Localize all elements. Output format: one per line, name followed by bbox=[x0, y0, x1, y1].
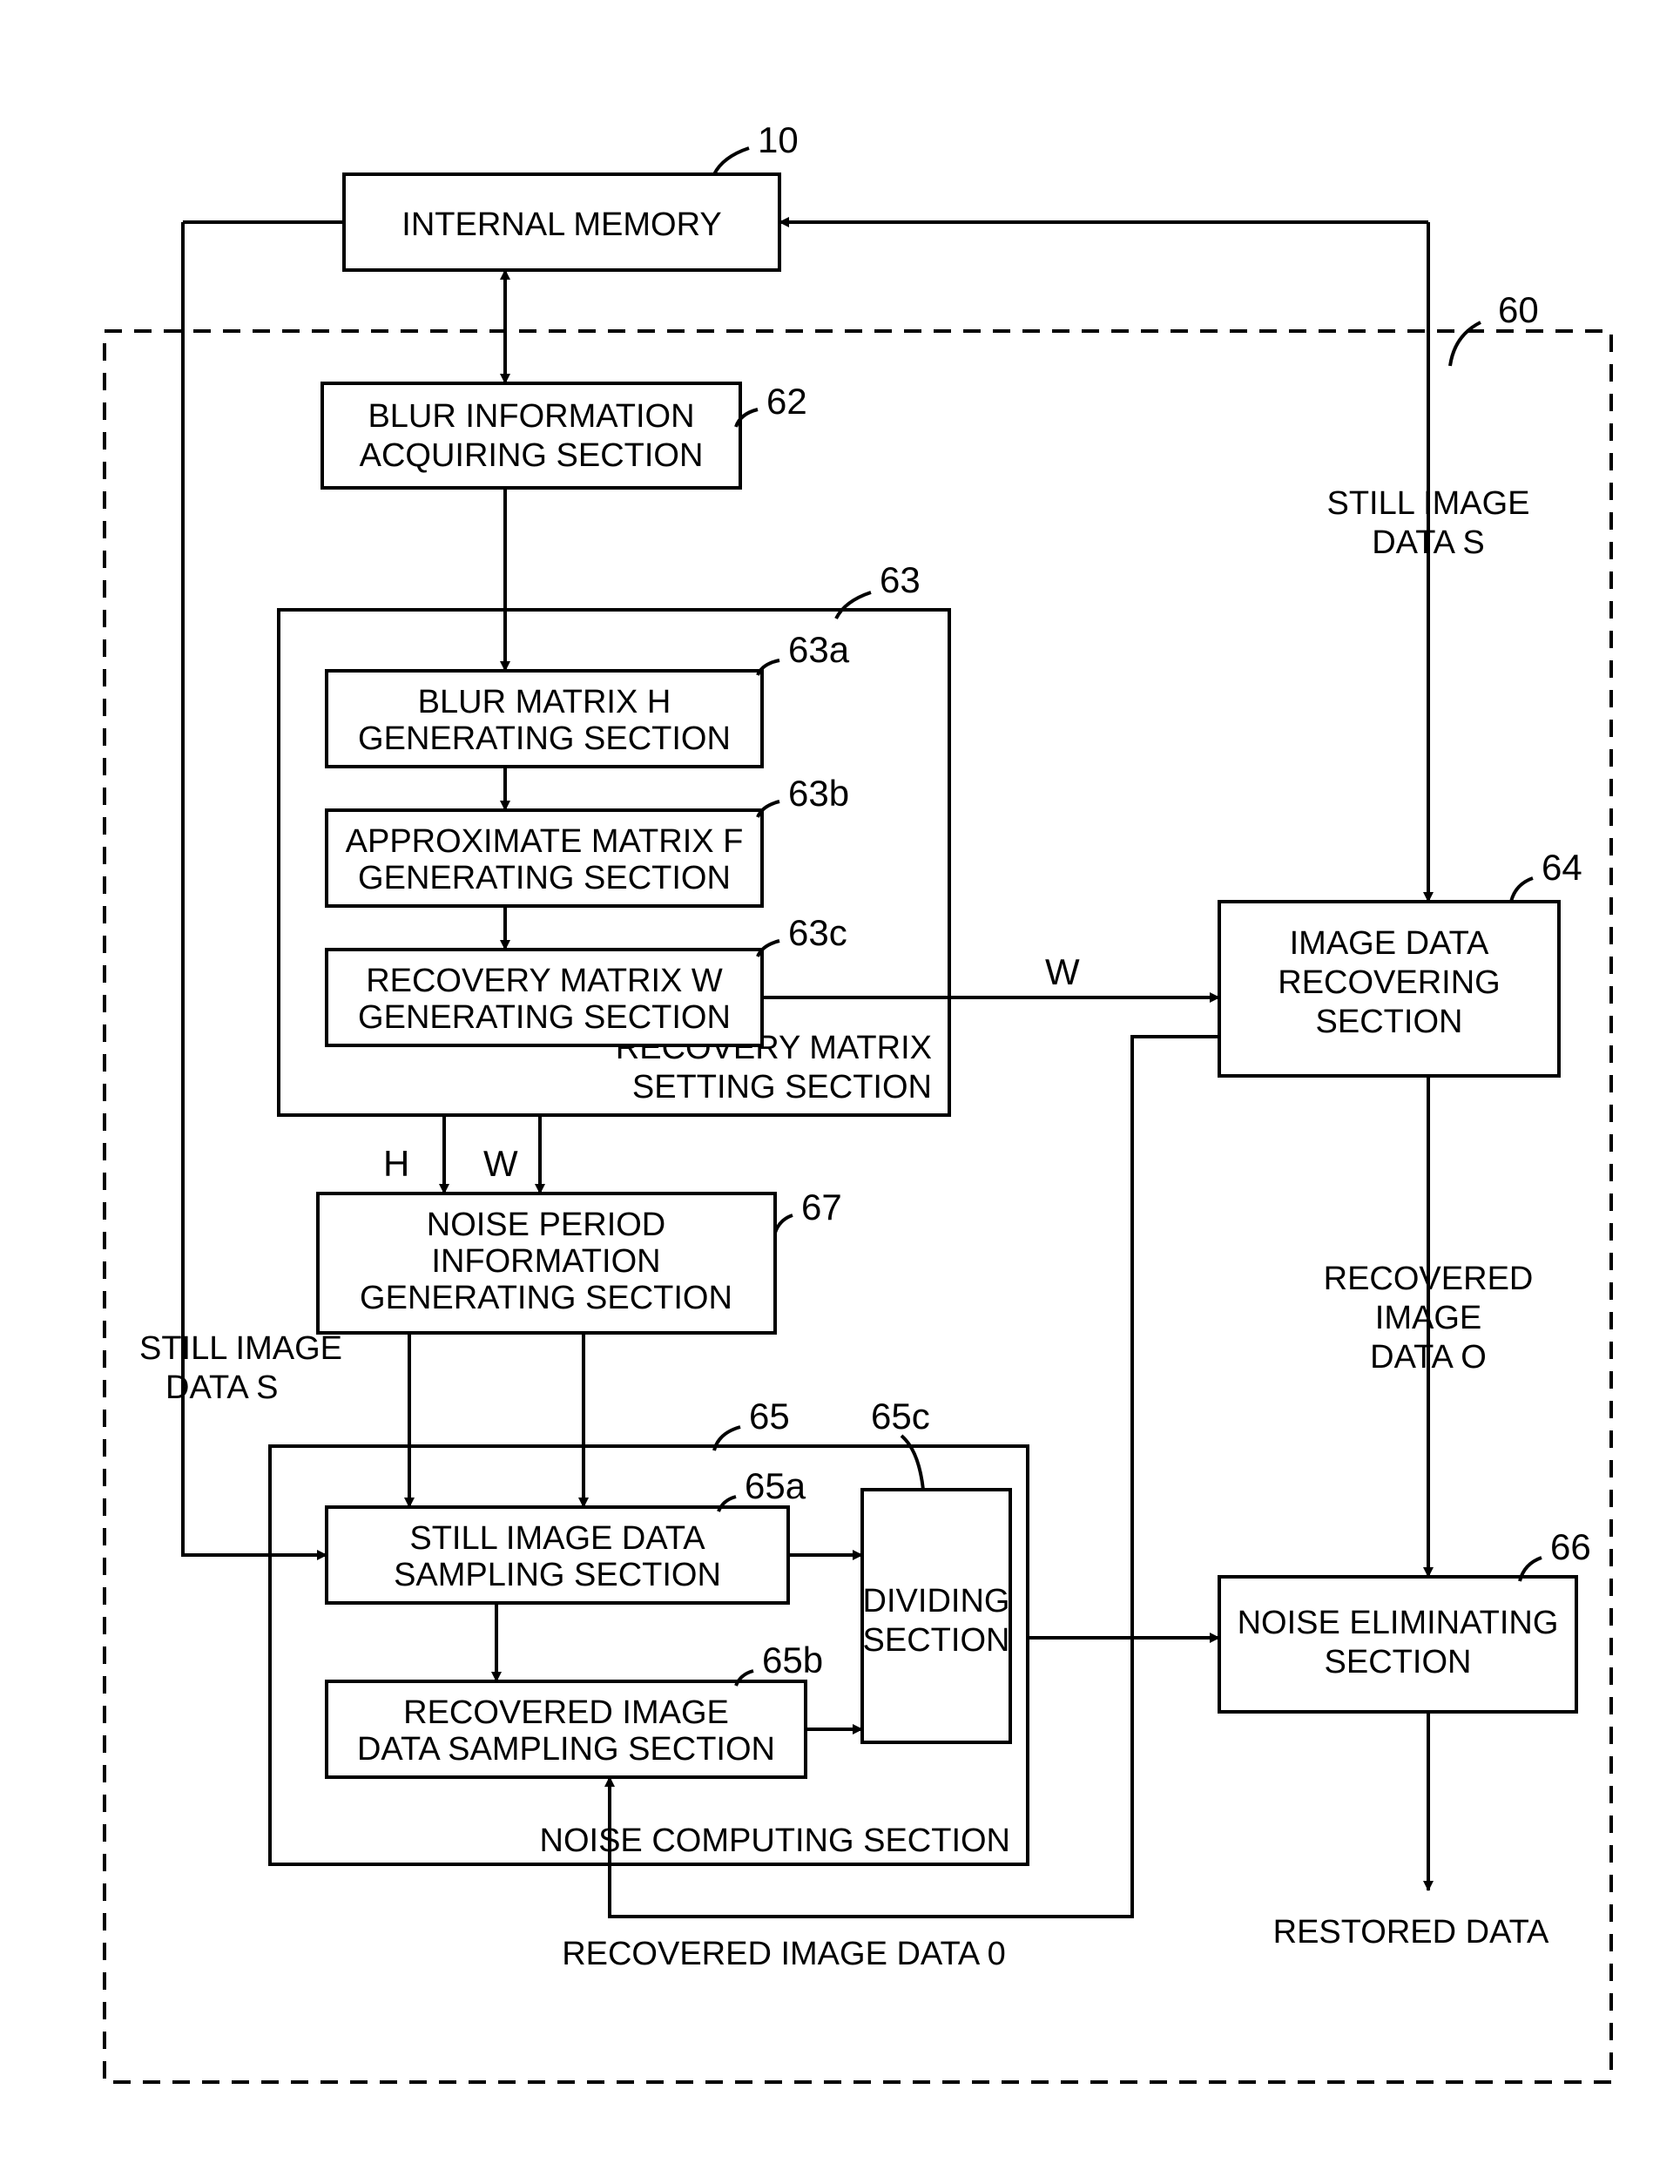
still-s-l2: DATA S bbox=[1372, 524, 1485, 561]
leader-63 bbox=[836, 592, 871, 619]
recovery-container-l2: SETTING SECTION bbox=[632, 1069, 932, 1106]
num-10: 10 bbox=[758, 119, 799, 160]
restored-label: RESTORED DATA bbox=[1273, 1914, 1549, 1951]
image-recovering-l3: SECTION bbox=[1316, 1004, 1463, 1040]
recovered-sampling-l1: RECOVERED IMAGE bbox=[403, 1694, 729, 1731]
noise-period-l3: GENERATING SECTION bbox=[360, 1280, 732, 1316]
internal-memory-label: INTERNAL MEMORY bbox=[401, 206, 721, 243]
line-rec-branch bbox=[1132, 1037, 1219, 1133]
dividing-l2: SECTION bbox=[863, 1622, 1010, 1659]
num-63b: 63b bbox=[788, 773, 849, 814]
num-65a: 65a bbox=[745, 1465, 806, 1506]
edge-W-down: W bbox=[483, 1143, 518, 1184]
rec-o-l2: IMAGE bbox=[1375, 1300, 1481, 1336]
num-64: 64 bbox=[1542, 847, 1582, 888]
rec-o-l3: DATA O bbox=[1370, 1339, 1487, 1376]
still-left-l1: STILL IMAGE bbox=[139, 1330, 342, 1367]
num-66: 66 bbox=[1550, 1526, 1591, 1567]
num-62: 62 bbox=[766, 381, 807, 422]
num-65b: 65b bbox=[762, 1640, 823, 1680]
noise-elim-l1: NOISE ELIMINATING bbox=[1238, 1605, 1559, 1641]
noise-period-l2: INFORMATION bbox=[431, 1243, 660, 1280]
blurinfo-l1: BLUR INFORMATION bbox=[368, 398, 694, 435]
dividing-l1: DIVIDING bbox=[863, 1583, 1010, 1619]
edge-W: W bbox=[1045, 951, 1080, 992]
num-63c: 63c bbox=[788, 912, 847, 953]
still-sampling-l2: SAMPLING SECTION bbox=[394, 1557, 721, 1593]
image-recovering-l2: RECOVERING bbox=[1278, 964, 1500, 1001]
leader-67 bbox=[775, 1215, 793, 1233]
still-s-l1: STILL IMAGE bbox=[1327, 485, 1530, 522]
num-63: 63 bbox=[880, 559, 921, 600]
diagram-canvas: 60 INTERNAL MEMORY 10 BLUR INFORMATION A… bbox=[0, 0, 1680, 2184]
leader-64 bbox=[1511, 878, 1533, 902]
num-60: 60 bbox=[1498, 289, 1539, 330]
matrix-w-l2: GENERATING SECTION bbox=[358, 999, 731, 1036]
noise-period-l1: NOISE PERIOD bbox=[427, 1207, 666, 1243]
image-recovering-l1: IMAGE DATA bbox=[1290, 925, 1489, 962]
recovered-sampling-l2: DATA SAMPLING SECTION bbox=[357, 1731, 775, 1768]
matrix-h-l2: GENERATING SECTION bbox=[358, 720, 731, 757]
matrix-f-l2: GENERATING SECTION bbox=[358, 860, 731, 896]
blurinfo-l2: ACQUIRING SECTION bbox=[360, 437, 704, 474]
num-67: 67 bbox=[801, 1187, 842, 1227]
num-65: 65 bbox=[749, 1396, 790, 1437]
leader-10 bbox=[714, 148, 749, 174]
num-65c: 65c bbox=[871, 1396, 930, 1437]
leader-65c bbox=[901, 1436, 923, 1490]
noise-elim-l2: SECTION bbox=[1325, 1644, 1472, 1680]
rec-o-l1: RECOVERED bbox=[1324, 1261, 1534, 1297]
leader-60 bbox=[1450, 322, 1481, 366]
edge-H: H bbox=[383, 1143, 409, 1184]
num-63a: 63a bbox=[788, 629, 850, 670]
matrix-h-l1: BLUR MATRIX H bbox=[418, 684, 671, 720]
still-sampling-l1: STILL IMAGE DATA bbox=[409, 1520, 705, 1557]
rec-bottom-label: RECOVERED IMAGE DATA 0 bbox=[562, 1936, 1006, 1972]
matrix-w-l1: RECOVERY MATRIX W bbox=[366, 963, 723, 999]
matrix-f-l1: APPROXIMATE MATRIX F bbox=[346, 823, 744, 860]
